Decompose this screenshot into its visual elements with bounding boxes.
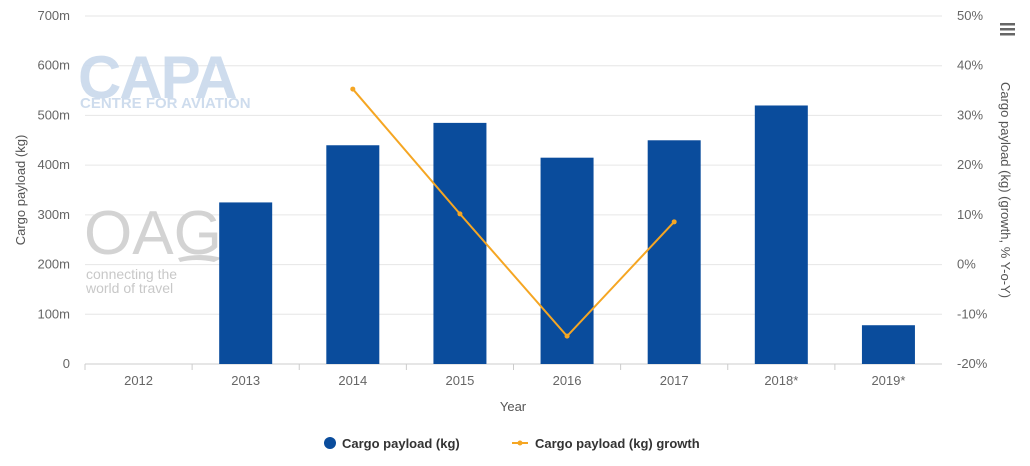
y-right-tick-label: 40% — [957, 58, 983, 73]
growth-line-series — [350, 86, 677, 339]
bar-series — [219, 105, 915, 364]
bar-2015[interactable] — [433, 122, 487, 364]
bar-2018f[interactable] — [754, 105, 808, 364]
x-tick-label: 2015 — [445, 373, 474, 388]
capa-logo-text: CAPA — [78, 44, 236, 111]
capa-watermark: CAPA CENTRE FOR AVIATION — [78, 44, 251, 112]
x-tick-label: 2013 — [231, 373, 260, 388]
oag-plane-swoosh-icon — [178, 255, 222, 262]
x-tick-label: 2016 — [553, 373, 582, 388]
y-left-tick-label: 0 — [63, 356, 70, 371]
growth-point[interactable] — [671, 219, 677, 225]
x-tick-label: 2014 — [338, 373, 367, 388]
y-left-tick-label: 200m — [37, 257, 70, 272]
y-left-tick-label: 100m — [37, 306, 70, 321]
x-tick-label: 2019* — [871, 373, 905, 388]
hamburger-menu-icon[interactable] — [998, 21, 1016, 39]
y-left-tick-label: 600m — [37, 58, 70, 73]
x-tick-label: 2018* — [764, 373, 798, 388]
y-right-tick-label: -10% — [957, 306, 988, 321]
y-right-tick-label: 10% — [957, 207, 983, 222]
oag-tagline-line2: world of travel — [85, 280, 173, 296]
x-axis: 2012 2013 2014 2015 2016 2017 2018* 2019* — [84, 364, 905, 388]
x-tick-label: 2017 — [660, 373, 689, 388]
y-left-tick-label: 300m — [37, 207, 70, 222]
oag-watermark: OAG connecting the world of travel — [84, 199, 222, 296]
growth-point[interactable] — [457, 211, 463, 217]
y-axis-left: 0 100m 200m 300m 400m 500m 600m 700m — [37, 8, 70, 371]
legend-line-label: Cargo payload (kg) growth — [535, 436, 700, 451]
y-right-tick-label: 0% — [957, 257, 976, 272]
y-axis-right-title: Cargo payload (kg) (growth, % Y-o-Y) — [998, 82, 1013, 298]
growth-line — [352, 88, 675, 338]
x-tick-label: 2012 — [124, 373, 153, 388]
legend-item-growth[interactable]: Cargo payload (kg) growth — [512, 436, 700, 451]
bar-2013[interactable] — [219, 202, 273, 364]
y-left-tick-label: 500m — [37, 107, 70, 122]
legend-bar-marker — [324, 437, 336, 449]
capa-subtitle-text: CENTRE FOR AVIATION — [80, 95, 251, 112]
bar-2016[interactable] — [540, 157, 594, 364]
bar-2014[interactable] — [326, 145, 380, 364]
y-left-tick-label: 400m — [37, 157, 70, 172]
y-right-tick-label: 30% — [957, 107, 983, 122]
y-left-tick-label: 700m — [37, 8, 70, 23]
x-axis-title: Year — [500, 399, 527, 414]
y-axis-left-title: Cargo payload (kg) — [13, 135, 28, 246]
bar-2017[interactable] — [647, 140, 701, 364]
growth-point[interactable] — [564, 333, 570, 339]
legend-bar-label: Cargo payload (kg) — [342, 436, 460, 451]
y-axis-right: -20% -10% 0% 10% 20% 30% 40% 50% — [957, 8, 988, 371]
growth-point[interactable] — [350, 86, 356, 92]
y-right-tick-label: 50% — [957, 8, 983, 23]
legend-line-dot — [517, 440, 523, 446]
y-right-tick-label: 20% — [957, 157, 983, 172]
legend-item-cargo-payload[interactable]: Cargo payload (kg) — [324, 436, 460, 451]
y-right-tick-label: -20% — [957, 356, 988, 371]
legend: Cargo payload (kg) Cargo payload (kg) gr… — [324, 436, 700, 451]
oag-tagline-line1: connecting the — [86, 266, 177, 282]
bar-2019f[interactable] — [861, 325, 915, 364]
